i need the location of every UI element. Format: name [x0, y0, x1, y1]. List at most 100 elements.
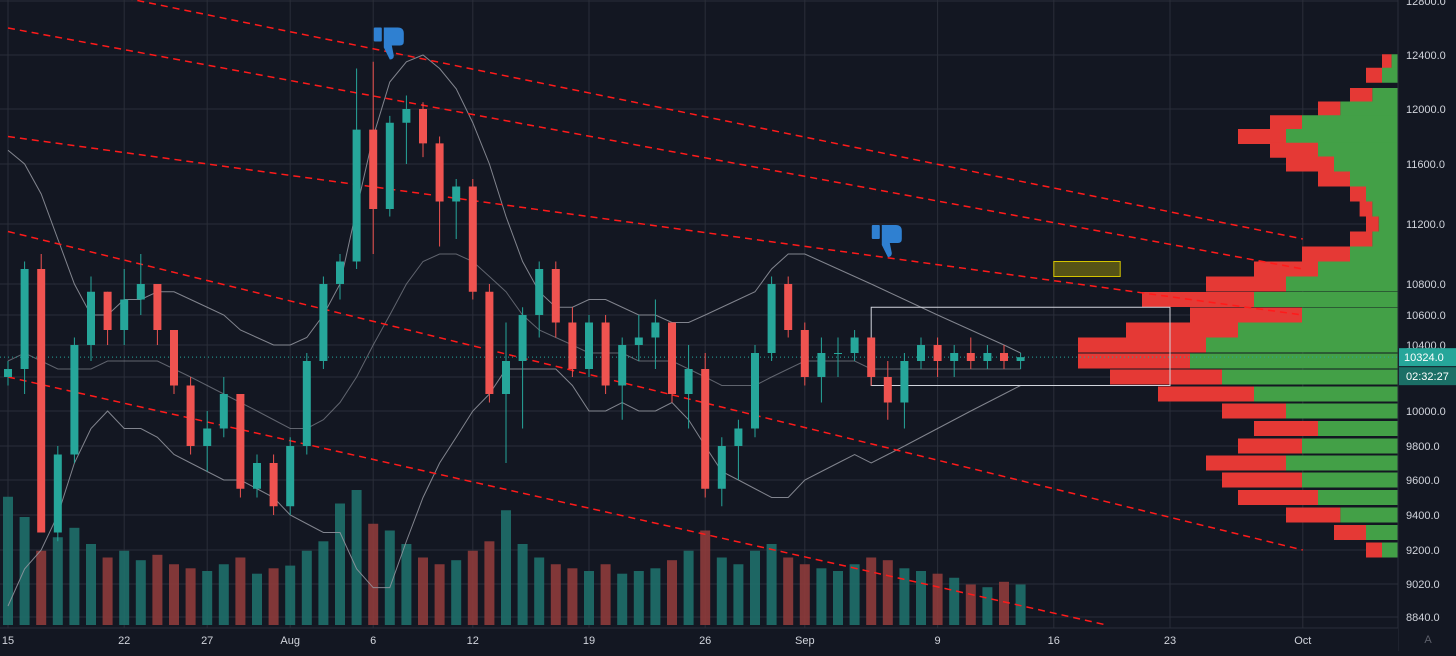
- thumbs-down-cuff: [373, 27, 382, 42]
- volume-bar: [52, 537, 63, 625]
- volume-bar: [766, 544, 777, 625]
- price-tick-label: 9600.0: [1406, 475, 1440, 487]
- price-axis[interactable]: 8840.0 9020.0 9200.0 9400.0 9600.0 9800.0 1000…: [1397, 0, 1456, 651]
- volume-bar: [335, 503, 345, 625]
- volume-bar: [301, 550, 312, 625]
- candle-body: [734, 428, 743, 446]
- trendline: [7, 230, 1303, 551]
- candle-body: [535, 269, 544, 315]
- volume-bar: [982, 587, 993, 625]
- volume-profile-buy: [1378, 216, 1398, 232]
- volume-bar: [783, 557, 794, 625]
- volume-bar: [716, 557, 727, 625]
- time-tick-label: 12: [467, 635, 479, 647]
- volume-profile-buy: [1318, 261, 1398, 277]
- candle-body: [701, 369, 710, 489]
- volume-bar: [633, 571, 644, 625]
- volume-bar: [86, 544, 96, 625]
- volume-profile-sell: [1206, 455, 1286, 471]
- candle-body: [103, 291, 112, 330]
- volume-bar: [932, 573, 943, 625]
- candle-body: [601, 322, 610, 386]
- candle-body: [385, 122, 394, 209]
- volume-profile-sell: [1222, 403, 1286, 419]
- volume-bar: [849, 564, 860, 625]
- time-axis-bg: [0, 628, 1398, 651]
- volume-bar: [866, 557, 877, 625]
- candle-body: [883, 377, 892, 403]
- volume-bar: [169, 564, 179, 625]
- volume-bar: [700, 530, 711, 625]
- highlight-box: [1053, 261, 1121, 277]
- volume-bar: [667, 560, 677, 625]
- volume-profile-sell: [1382, 54, 1392, 70]
- volume-profile-sell: [1190, 307, 1302, 323]
- time-tick-label: 22: [118, 635, 130, 647]
- candle-body: [336, 261, 344, 284]
- volume-bar: [434, 564, 445, 625]
- volume-bar: [799, 564, 810, 625]
- candle-body: [286, 446, 295, 507]
- volume-profile-buy: [1238, 322, 1398, 338]
- volume-bar: [401, 544, 412, 625]
- price-tick-label: 12400.0: [1406, 50, 1446, 62]
- candle-body: [253, 463, 261, 489]
- volume-bar: [484, 541, 495, 625]
- volume-profile-buy: [1254, 386, 1398, 402]
- candle-body: [966, 353, 975, 361]
- candle-body: [369, 129, 378, 209]
- price-tick-label: 9020.0: [1406, 579, 1440, 591]
- volume-profile-buy: [1318, 142, 1398, 158]
- candle-body: [717, 446, 726, 489]
- volume-profile-sell: [1270, 142, 1318, 158]
- volume-profile-sell: [1238, 490, 1318, 505]
- volume-profile-buy: [1286, 455, 1398, 471]
- time-axis[interactable]: 15 22 27 Aug 6 12 19 26 Sep 9 16 23 Oct: [0, 627, 1398, 651]
- volume-bar: [3, 496, 13, 625]
- volume-profile-buy: [1366, 525, 1398, 540]
- volume-profile-buy: [1318, 490, 1398, 505]
- bollinger-lower: [7, 368, 1021, 607]
- candle-body: [435, 143, 444, 202]
- volume-profile-sell: [1302, 246, 1350, 262]
- time-tick-label: 26: [699, 635, 711, 647]
- candle-body: [585, 322, 593, 369]
- candle-body: [1000, 353, 1008, 361]
- candle-body: [983, 353, 992, 361]
- candle-body: [850, 337, 859, 353]
- volume-profile-sell: [1158, 386, 1254, 402]
- volume-profile-buy: [1372, 231, 1398, 247]
- volume-bar: [650, 568, 661, 625]
- volume-profile-buy: [1286, 129, 1398, 144]
- volume-bar: [733, 564, 744, 625]
- volume-bars: [3, 490, 1026, 625]
- candle-body: [452, 186, 461, 202]
- volume-profile-buy: [1302, 307, 1398, 323]
- volume-profile-sell: [1350, 231, 1373, 247]
- volume-bar: [202, 571, 213, 625]
- volume-profile-buy: [1382, 542, 1398, 558]
- candle-body: [219, 394, 228, 429]
- candle-body: [136, 284, 145, 300]
- volume-profile-buy: [1286, 403, 1398, 419]
- candles: [4, 61, 1025, 542]
- time-tick-label: Aug: [280, 635, 300, 647]
- candle-body: [933, 345, 942, 361]
- thumbs-down-markers: [373, 27, 902, 257]
- price-tick-label: 10600.0: [1406, 310, 1446, 322]
- volume-bar: [102, 557, 113, 625]
- volume-profile-sell: [1334, 525, 1366, 540]
- volume-bar: [467, 550, 478, 625]
- volume-profile-buy: [1318, 421, 1398, 436]
- candle-body: [684, 369, 693, 394]
- candle-body: [800, 330, 809, 377]
- volume-bar: [550, 564, 561, 625]
- volume-profile-buy: [1366, 186, 1398, 202]
- candle-body: [269, 463, 278, 507]
- last-price-label: 10324.0: [1404, 352, 1444, 364]
- candle-body: [170, 330, 178, 386]
- volume-bar: [119, 550, 130, 625]
- trendline: [131, 0, 1303, 240]
